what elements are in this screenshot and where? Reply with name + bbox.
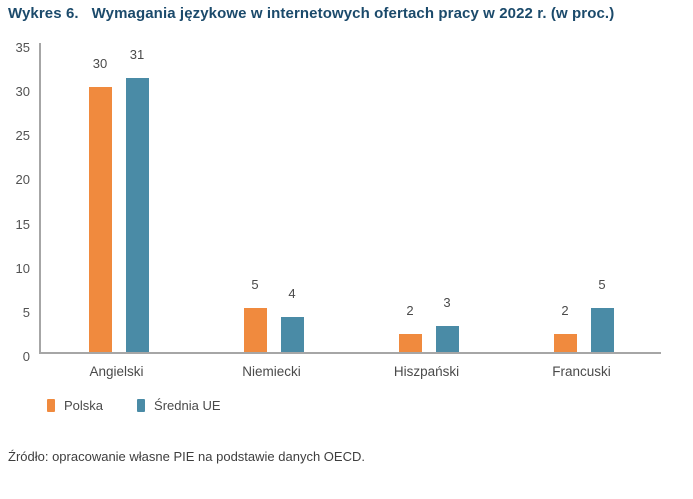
plot-area: 30 31 5 4 2 3 2 5 xyxy=(39,43,661,354)
bar-wrap-polska-hiszpanski: 2 xyxy=(398,303,422,352)
legend-item-polska: Polska xyxy=(47,398,103,413)
y-tick-35: 35 xyxy=(15,40,30,55)
y-tick-15: 15 xyxy=(15,216,30,232)
bar-value-label: 30 xyxy=(92,56,108,72)
source-note: Źródło: opracowanie własne PIE na podsta… xyxy=(8,449,365,464)
bar-value-label: 4 xyxy=(288,285,296,301)
x-label-angielski: Angielski xyxy=(89,364,144,379)
y-tick-10: 10 xyxy=(15,260,30,276)
bar-value-label: 31 xyxy=(129,47,145,63)
y-axis: 0 5 10 15 20 25 30 35 xyxy=(0,0,30,380)
x-axis-labels: Angielski Niemiecki Hiszpański Francuski xyxy=(39,364,659,380)
bar-polska-francuski xyxy=(553,334,577,352)
bar-polska-niemiecki xyxy=(243,307,267,352)
bar-polska-angielski xyxy=(88,87,112,352)
bar-wrap-srednia-ue-niemiecki: 4 xyxy=(280,285,304,352)
bar-value-label: 2 xyxy=(406,303,414,319)
bar-wrap-polska-francuski: 2 xyxy=(553,303,577,352)
legend-label: Polska xyxy=(64,398,104,413)
x-label-niemiecki: Niemiecki xyxy=(242,364,301,379)
chart-title: Wykres 6. Wymagania językowe w internetow… xyxy=(8,5,614,22)
y-tick-5: 5 xyxy=(22,304,30,320)
bar-value-label: 5 xyxy=(598,276,606,292)
legend-item-srednia-ue: Średnia UE xyxy=(137,398,221,413)
bar-wrap-srednia-ue-angielski: 31 xyxy=(125,47,149,352)
legend-swatch-icon xyxy=(47,399,55,412)
bar-wrap-polska-angielski: 30 xyxy=(88,56,112,352)
legend-label: Średnia UE xyxy=(154,398,221,413)
bar-srednia-ue-angielski xyxy=(125,78,149,352)
chart-number: Wykres 6. xyxy=(8,5,79,22)
bar-value-label: 2 xyxy=(561,303,569,319)
y-tick-0: 0 xyxy=(22,349,30,364)
y-tick-30: 30 xyxy=(15,84,30,100)
chart-title-text: Wymagania językowe w internetowych ofert… xyxy=(91,5,615,22)
legend-swatch-icon xyxy=(137,399,146,412)
x-label-francuski: Francuski xyxy=(552,364,611,379)
legend: Polska Średnia UE xyxy=(47,398,221,413)
bar-srednia-ue-hiszpanski xyxy=(435,325,459,352)
bar-group-angielski: 30 31 xyxy=(41,43,196,352)
bar-wrap-srednia-ue-hiszpanski: 3 xyxy=(435,294,459,352)
bar-srednia-ue-francuski xyxy=(590,307,614,352)
y-tick-25: 25 xyxy=(15,128,30,144)
bar-polska-hiszpanski xyxy=(398,334,422,352)
bar-wrap-polska-niemiecki: 5 xyxy=(243,276,267,352)
bar-srednia-ue-niemiecki xyxy=(280,316,304,352)
bar-wrap-srednia-ue-francuski: 5 xyxy=(590,276,614,352)
bar-value-label: 5 xyxy=(251,276,259,292)
y-tick-20: 20 xyxy=(15,172,30,188)
x-label-hiszpanski: Hiszpański xyxy=(393,364,460,379)
bar-value-label: 3 xyxy=(443,294,451,310)
